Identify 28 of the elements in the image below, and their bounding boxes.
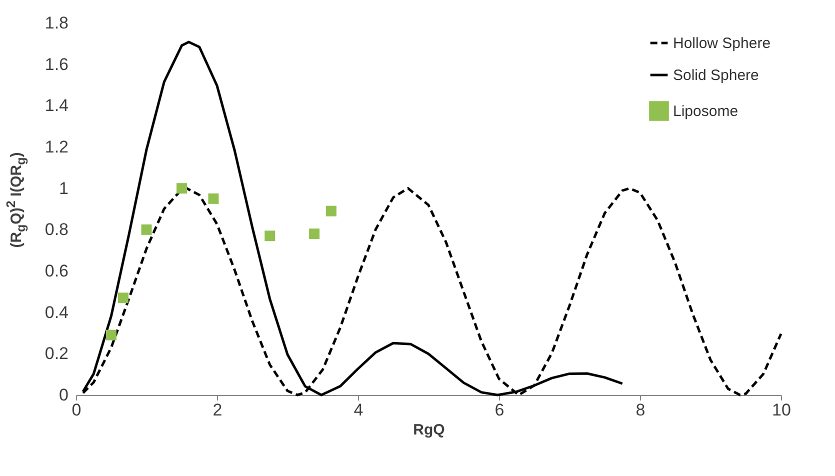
x-tick-label: 0 [72,400,82,420]
y-tick-label: 0.8 [44,220,68,240]
point [309,228,320,240]
y-tick-label: 0.4 [44,302,68,322]
x-tick-label: 2 [212,400,222,420]
point [326,206,336,216]
x-axis-title: RgQ [413,422,446,438]
y-tick-label: 1.6 [44,54,68,74]
x-tick-label: 4 [354,400,364,420]
y-tick-label: 1.4 [44,96,68,116]
x-tick-label: 10 [772,400,791,420]
legend-label: Solid Sphere [673,67,759,84]
point [264,230,276,242]
y-tick-label: 1.2 [44,138,68,156]
point [141,224,152,235]
y-tick-label: 1 [59,178,68,198]
point [106,330,116,340]
legend-label: Liposome [673,103,738,120]
y-tick-label: 0.6 [44,262,68,280]
point [208,193,219,204]
x-tick-label: 8 [636,400,646,420]
legend-label: Hollow Sphere [673,35,771,52]
x-tick-label: 6 [494,400,504,420]
y-tick-label: 1.8 [44,14,68,32]
y-tick-label: 0 [59,386,68,404]
point [118,292,128,304]
point [176,183,187,194]
y-tick-label: 0.2 [44,344,68,364]
